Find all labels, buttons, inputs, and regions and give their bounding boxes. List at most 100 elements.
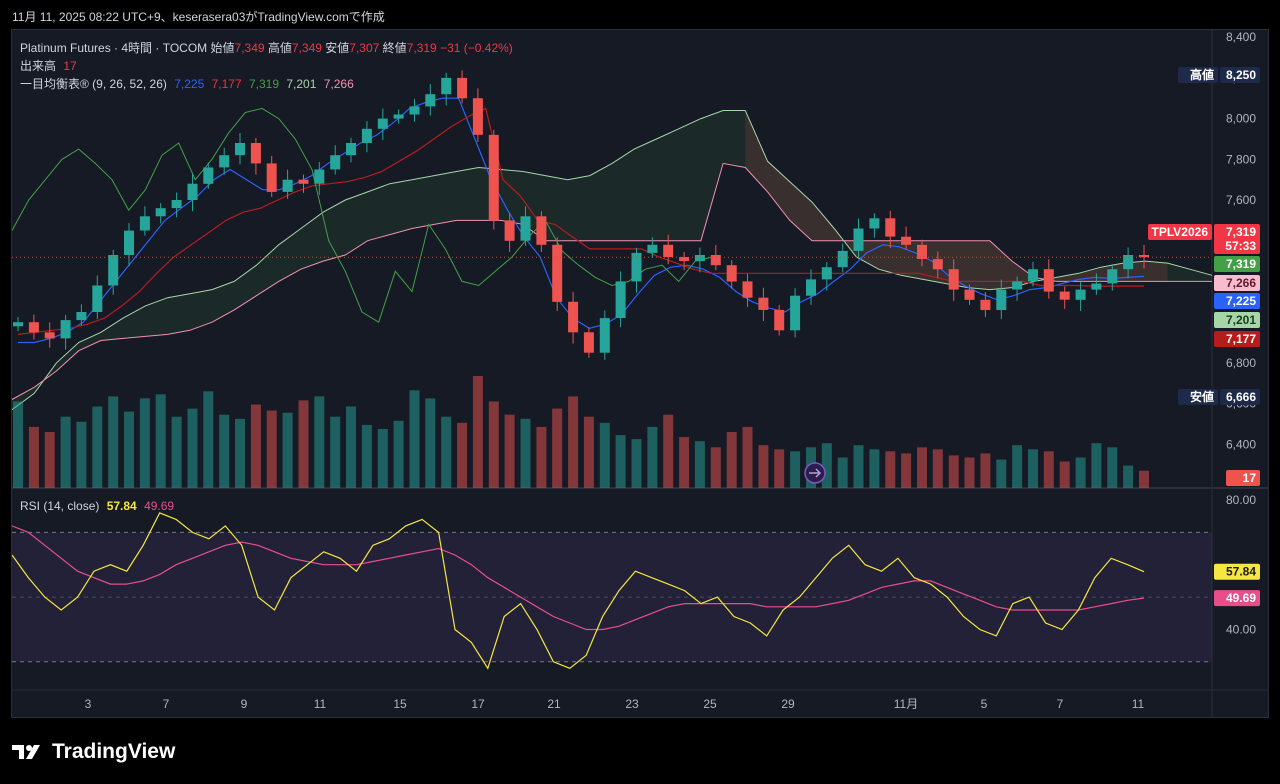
ichimoku-legend[interactable]: 一目均衡表® (9, 26, 52, 26) 7,225 7,177 7,319… <box>20 75 354 92</box>
candles <box>12 70 1212 360</box>
volume-bar <box>44 432 55 488</box>
symbol-name[interactable]: Platinum Futures · 4時間 · TOCOM <box>20 41 208 55</box>
price-tick-label: 7,600 <box>1226 193 1256 207</box>
candle-body <box>330 155 341 170</box>
candle-body <box>472 98 483 135</box>
high-tag-value: 8,250 <box>1226 68 1256 82</box>
candle-body <box>964 289 975 300</box>
candle-body <box>710 255 721 266</box>
senkou-span-a-line <box>12 110 1213 411</box>
rsi-ma-line <box>12 525 1145 631</box>
candle-body <box>361 128 372 143</box>
candle-body <box>758 297 769 310</box>
open-value: 7,349 <box>234 41 265 55</box>
candle-body <box>425 94 436 107</box>
volume-legend[interactable]: 出来高 17 <box>20 57 77 74</box>
candle-body <box>441 77 452 95</box>
price-chart-svg[interactable]: 8,4008,2008,0007,8007,6006,8006,6006,400… <box>12 30 1268 717</box>
volume-bar <box>1091 443 1102 488</box>
candle-body <box>901 236 912 245</box>
candle-body <box>1139 255 1149 258</box>
candle-body <box>1091 283 1102 290</box>
chart-caption: 11月 11, 2025 08:22 UTC+9、keserasera03がTr… <box>12 10 385 24</box>
rsi-value: 57.84 <box>106 499 137 513</box>
volume-bar <box>520 418 531 488</box>
candle-body <box>885 218 896 237</box>
close-label: 終値 <box>382 41 407 55</box>
cloud-fill-bearish <box>745 110 1168 290</box>
ichimoku-cloud <box>12 110 1213 411</box>
last-price-tag-bg <box>1214 224 1260 240</box>
candle-body <box>1012 281 1023 290</box>
volume-bar <box>917 447 927 488</box>
high-tag-label: 高値 <box>1190 67 1214 82</box>
volume-bar <box>92 406 103 488</box>
candle-body <box>155 208 166 217</box>
low-tag-value: 6,666 <box>1226 390 1256 404</box>
time-tick-label: 11 <box>314 697 327 711</box>
senkou-span-b-line <box>12 162 1212 400</box>
candle-body <box>599 318 610 353</box>
candle-body <box>28 322 39 333</box>
volume-bars <box>13 376 1149 488</box>
volume-bar <box>583 416 594 488</box>
volume-bar <box>932 449 943 488</box>
volume-bar <box>568 396 579 488</box>
low-tag-label: 安値 <box>1190 389 1214 404</box>
candle-body <box>996 289 1007 310</box>
volume-bar <box>710 447 721 488</box>
volume-bar <box>663 414 674 488</box>
tradingview-logo-icon <box>12 745 40 759</box>
volume-bar <box>1043 451 1054 488</box>
volume-bar <box>948 455 959 488</box>
volume-bar <box>124 411 134 488</box>
low-tag-label-bg <box>1178 389 1218 405</box>
rsi-ma-tag-bg <box>1214 590 1260 607</box>
time-tick-label: 11月 <box>894 697 918 711</box>
candle-body <box>1123 255 1134 270</box>
rsi-label: RSI (14, close) <box>20 499 100 513</box>
candle-body <box>250 143 261 164</box>
change-value: −31 (−0.42%) <box>440 41 513 55</box>
volume-bar <box>647 426 658 488</box>
tradingview-logo-text: TradingView <box>52 740 176 763</box>
candle-body <box>488 134 499 221</box>
last-price-tag: 7,319 <box>1226 225 1256 239</box>
scroll-to-realtime-button[interactable] <box>804 462 826 484</box>
tradingview-logo[interactable]: TradingView <box>12 740 175 764</box>
volume-bar <box>837 457 848 488</box>
candle-body <box>917 244 927 259</box>
rsi-tick-label: 80.00 <box>1226 493 1256 507</box>
base-tag: 7,225 <box>1226 294 1256 308</box>
candle-body <box>409 106 420 115</box>
candle-body <box>1059 291 1070 300</box>
candle-body <box>631 252 642 282</box>
candle-body <box>314 169 325 184</box>
volume-bar <box>488 401 499 488</box>
rsi-tag-bg <box>1214 563 1260 580</box>
volume-bar <box>1059 461 1070 488</box>
volume-bar <box>885 451 896 488</box>
rsi-legend[interactable]: RSI (14, close) 57.84 49.69 <box>20 499 174 513</box>
lagging-tag: 7,319 <box>1226 257 1256 271</box>
time-tick-label: 9 <box>241 697 248 711</box>
chart-panel[interactable]: 8,4008,2008,0007,8007,6006,8006,6006,400… <box>11 29 1269 718</box>
rsi-line <box>12 512 1145 670</box>
candle-body <box>932 259 943 270</box>
conversion-tag: 7,177 <box>1226 332 1256 346</box>
candle-body <box>647 244 658 253</box>
lagging-span-line <box>12 107 713 323</box>
volume-bar <box>28 426 39 488</box>
volume-bar <box>901 453 912 488</box>
rsi-ma-value: 49.69 <box>144 499 175 513</box>
candle-body <box>694 255 705 262</box>
time-tick-label: 7 <box>163 697 170 711</box>
volume-bar <box>361 424 372 488</box>
volume-bar <box>266 410 277 488</box>
volume-bar <box>219 414 230 488</box>
volume-bar <box>298 400 309 488</box>
candle-body <box>1043 269 1054 292</box>
volume-bar <box>235 418 245 488</box>
candle-body <box>377 118 388 129</box>
